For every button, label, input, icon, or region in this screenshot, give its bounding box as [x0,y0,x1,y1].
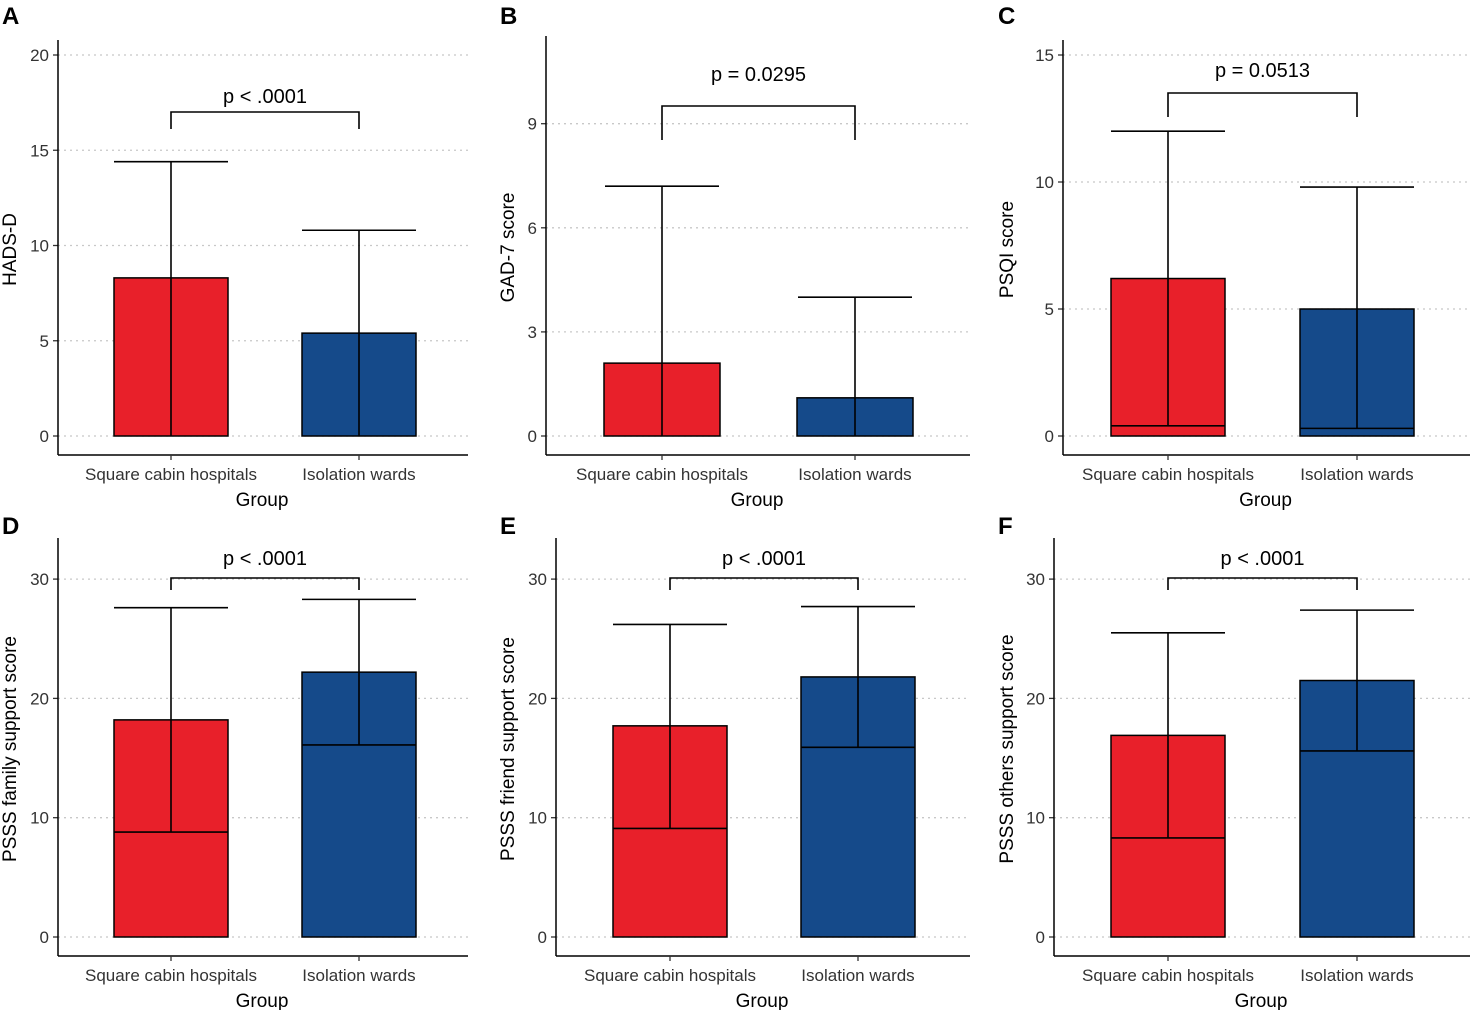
x-axis-title: Group [731,490,784,511]
y-tick-label: 9 [528,115,537,134]
y-tick-label: 3 [528,323,537,342]
x-tick-label: Square cabin hospitals [584,966,756,985]
p-value-label: p < .0001 [1221,548,1305,570]
p-value-label: p = 0.0513 [1215,60,1310,82]
significance-bracket [1167,577,1358,590]
panel-d: D 0 10 20 30 p < .0001 Square cabin hospitals I… [0,513,468,1010]
y-tick-label: 20 [1026,689,1045,708]
y-tick-label: 0 [1036,928,1045,947]
y-tick-label: 10 [528,809,547,828]
x-tick-label: Square cabin hospitals [576,465,748,484]
x-tick-label: Square cabin hospitals [1082,465,1254,484]
significance-bracket [669,577,859,590]
y-axis-title: PSSS friend support score [498,637,519,861]
x-axis-title: Group [236,490,289,511]
panel-letter-f: F [998,513,1013,540]
x-tick-label: Isolation wards [801,966,914,985]
significance-bracket [1167,92,1358,117]
p-value-label: p = 0.0295 [711,64,806,86]
y-axis-title: PSQI score [997,201,1018,298]
x-tick-label: Isolation wards [1300,465,1413,484]
y-tick-label: 15 [30,141,49,160]
y-tick-label: 30 [528,570,547,589]
y-axis-title: HADS-D [0,213,21,286]
y-tick-label: 0 [528,427,537,446]
x-axis-title: Group [1239,490,1292,511]
x-tick-label: Isolation wards [302,966,415,985]
panel-letter-d: D [2,513,19,540]
y-axis-title: GAD-7 score [498,193,519,303]
x-axis-title: Group [736,991,789,1010]
y-tick-label: 20 [30,46,49,65]
y-tick-label: 20 [30,689,49,708]
y-tick-label: 30 [1026,570,1045,589]
p-value-label: p < .0001 [223,86,307,108]
x-tick-label: Square cabin hospitals [1082,966,1254,985]
y-tick-label: 0 [40,427,49,446]
x-tick-label: Square cabin hospitals [85,966,257,985]
y-tick-label: 5 [1045,300,1054,319]
panel-e: E 0 10 20 30 p < .0001 Square cabin hospitals I… [498,513,970,1010]
significance-bracket [170,577,360,590]
p-value-label: p < .0001 [722,548,806,570]
y-tick-label: 0 [1045,427,1054,446]
y-tick-label: 30 [30,570,49,589]
p-value-label: p < .0001 [223,548,307,570]
x-tick-label: Isolation wards [798,465,911,484]
y-tick-label: 15 [1035,46,1054,65]
y-tick-label: 6 [528,219,537,238]
panel-letter-b: B [500,3,517,30]
panel-b: B 0 3 6 9 p = 0.0295 Square cabin hospitals Iso… [498,3,970,511]
y-axis-title: PSSS others support score [997,634,1018,863]
y-tick-label: 10 [1026,809,1045,828]
x-tick-label: Isolation wards [1300,966,1413,985]
y-tick-label: 10 [30,809,49,828]
x-tick-label: Isolation wards [302,465,415,484]
x-axis-title: Group [236,991,289,1010]
y-tick-label: 10 [30,237,49,256]
x-tick-label: Square cabin hospitals [85,465,257,484]
y-tick-label: 0 [538,928,547,947]
panel-a: A 0 5 10 15 20 p < .0001 Square cabin hospitals… [0,3,468,511]
significance-bracket [661,105,856,140]
panel-letter-c: C [998,3,1015,30]
y-axis-title: PSSS family support score [0,636,21,862]
y-tick-label: 0 [40,928,49,947]
y-tick-label: 5 [40,332,49,351]
panel-letter-a: A [2,3,19,30]
y-tick-label: 20 [528,689,547,708]
x-axis-title: Group [1235,991,1288,1010]
panel-c: C 0 5 10 15 p = 0.0513 Square cabin hospitals I… [997,3,1470,511]
y-tick-label: 10 [1035,173,1054,192]
significance-bracket [170,111,360,129]
panel-f: F 0 10 20 30 p < .0001 Square cabin hospitals I… [997,513,1470,1010]
panel-letter-e: E [500,513,516,540]
